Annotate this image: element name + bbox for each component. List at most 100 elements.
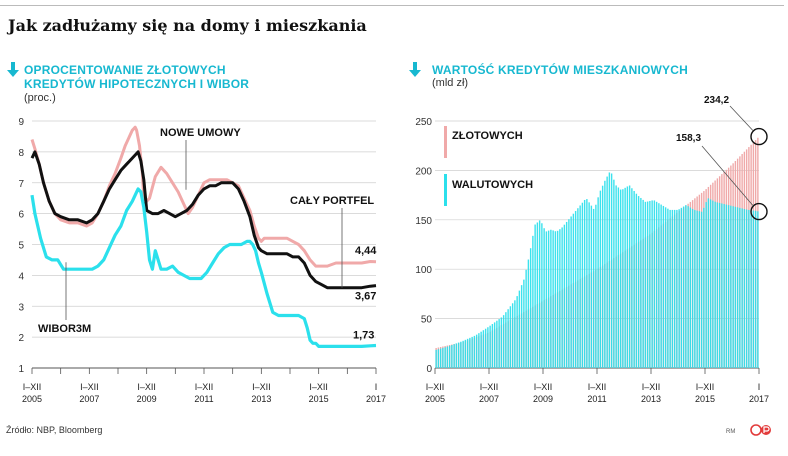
- bar-walutowych: [601, 185, 604, 368]
- bar-walutowych: [669, 209, 671, 368]
- bar-walutowych: [469, 337, 471, 368]
- bar-walutowych: [466, 338, 469, 368]
- bar-walutowych: [507, 309, 509, 368]
- bar-walutowych: [626, 186, 629, 368]
- x-tick-label: 2009: [533, 394, 553, 404]
- bar-walutowych: [608, 172, 611, 368]
- left-panel-heading-line2: KREDYTÓW HIPOTECZNYCH I WIBOR: [24, 77, 250, 91]
- bar-walutowych: [446, 346, 449, 368]
- leader-line: [701, 145, 754, 206]
- x-tick-label: 2013: [641, 394, 661, 404]
- bar-walutowych: [610, 173, 613, 368]
- bar-walutowych: [478, 333, 480, 368]
- bar-walutowych: [739, 207, 741, 368]
- x-tick-label: 2015: [695, 394, 715, 404]
- bar-walutowych: [653, 200, 656, 368]
- bar-walutowych: [489, 325, 491, 368]
- top-rule: [0, 5, 784, 6]
- bar-walutowych: [590, 205, 593, 368]
- bar-walutowych: [624, 187, 626, 368]
- bar-walutowych: [705, 202, 707, 368]
- source-note: Źródło: NBP, Bloomberg: [6, 425, 103, 435]
- bar-walutowych: [509, 306, 512, 368]
- y-tick-label: 200: [415, 166, 432, 177]
- bar-walutowych: [682, 206, 685, 368]
- bar-walutowych: [484, 328, 487, 368]
- bar-walutowych: [561, 227, 563, 368]
- bar-walutowych: [532, 235, 534, 368]
- bar-walutowych: [721, 203, 723, 368]
- bar-walutowych: [437, 349, 440, 368]
- bar-walutowych: [757, 211, 759, 368]
- bar-walutowych: [518, 290, 521, 368]
- x-tick-label: 2017: [366, 394, 386, 404]
- bar-walutowych: [462, 340, 464, 368]
- bar-walutowych: [606, 176, 608, 368]
- left-panel-heading: OPROCENTOWANIE ZŁOTOWYCH KREDYTÓW HIPOTE…: [24, 63, 249, 91]
- bar-walutowych: [455, 343, 458, 368]
- bar-walutowych: [718, 202, 721, 368]
- bar-walutowych: [583, 199, 586, 368]
- author-credit: RM: [726, 429, 736, 435]
- bar-walutowych: [491, 324, 494, 368]
- bar-walutowych: [487, 327, 489, 368]
- bar-walutowych: [545, 231, 548, 368]
- series-label-nowe-umowy: NOWE UMOWY: [160, 127, 241, 139]
- legend-swatch-zlotowych: [444, 126, 447, 158]
- bar-walutowych: [581, 202, 584, 368]
- bar-walutowych: [482, 330, 485, 368]
- bar-walutowych: [502, 315, 505, 368]
- bar-walutowych: [716, 202, 719, 368]
- bar-walutowych: [529, 248, 532, 368]
- y-tick-label: 3: [18, 302, 24, 313]
- x-tick-label: I–XII: [252, 382, 271, 392]
- bar-walutowych: [660, 204, 662, 368]
- bar-walutowych: [707, 198, 710, 368]
- bar-walutowych: [592, 208, 595, 368]
- bar-walutowych: [730, 205, 732, 368]
- bar-walutowych: [480, 331, 482, 368]
- bar-walutowych: [658, 203, 660, 368]
- bar-walutowych: [725, 204, 728, 368]
- bar-walutowych: [651, 200, 653, 368]
- bar-walutowych: [691, 208, 694, 368]
- bar-walutowych: [664, 207, 667, 368]
- bar-walutowych: [633, 190, 635, 368]
- y-tick-label: 150: [415, 216, 432, 227]
- bar-walutowych: [444, 347, 446, 368]
- x-tick-label: 2007: [479, 394, 499, 404]
- end-marker-circle: [750, 127, 768, 146]
- bar-walutowych: [655, 201, 658, 368]
- page-title: Jak zadłużamy się na domy i mieszkania: [8, 16, 367, 35]
- bar-walutowych: [723, 204, 725, 368]
- bar-walutowych: [475, 334, 478, 368]
- bar-walutowych: [689, 207, 692, 368]
- bar-walutowych: [565, 221, 568, 368]
- bar-walutowych: [579, 205, 581, 368]
- bar-walutowych: [644, 201, 647, 368]
- bar-walutowych: [736, 207, 739, 368]
- bar-walutowych: [673, 209, 676, 368]
- bar-walutowych: [523, 279, 525, 368]
- y-tick-label: 5: [18, 241, 24, 252]
- x-tick-label: I: [758, 382, 761, 392]
- bar-walutowych: [448, 345, 451, 368]
- x-tick-label: 2005: [22, 394, 42, 404]
- left-panel-heading-line1: OPROCENTOWANIE ZŁOTOWYCH: [24, 63, 226, 77]
- x-tick-label: I–XII: [480, 382, 499, 392]
- end-marker-circle: [750, 202, 768, 221]
- bar-walutowych: [435, 349, 437, 368]
- bar-walutowych: [570, 216, 572, 368]
- x-tick-label: 2011: [194, 394, 213, 404]
- bar-walutowych: [687, 206, 689, 368]
- bar-walutowych: [527, 259, 530, 368]
- bar-walutowych: [712, 200, 714, 368]
- bar-walutowych: [516, 296, 518, 368]
- bar-walutowych: [604, 180, 606, 368]
- publisher-logo-icon: [750, 424, 771, 436]
- bar-walutowych: [619, 189, 622, 368]
- legend-label-walutowych: WALUTOWYCH: [452, 179, 533, 191]
- bar-walutowych: [471, 336, 473, 368]
- bar-walutowych: [700, 211, 703, 368]
- x-tick-label: 2005: [425, 394, 445, 404]
